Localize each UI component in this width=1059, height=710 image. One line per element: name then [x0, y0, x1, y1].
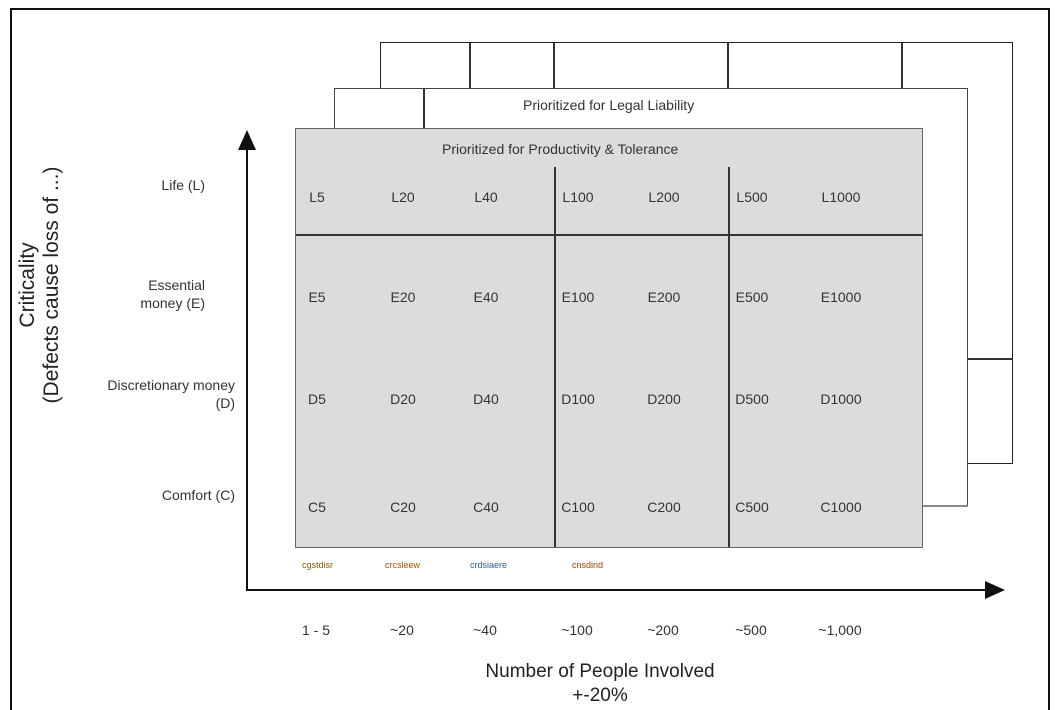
cell-c500: C500: [735, 499, 769, 515]
cell-l5: L5: [309, 189, 325, 205]
cell-d40: D40: [473, 391, 499, 407]
x-axis-title-line2: +-20%: [572, 685, 628, 706]
cell-e200: E200: [647, 289, 681, 305]
x-axis: [246, 589, 988, 591]
cell-l20: L20: [391, 189, 415, 205]
x-axis-arrow: [985, 581, 1005, 599]
cell-c1000: C1000: [820, 499, 862, 515]
tag-label: cnsdind: [572, 560, 604, 570]
cell-e100: E100: [561, 289, 595, 305]
x-axis-title: Number of People Involved +-20%: [450, 660, 750, 708]
cell-e500: E500: [735, 289, 769, 305]
column-divider: [728, 167, 730, 547]
cell-c100: C100: [561, 499, 595, 515]
x-tick-label: ~1,000: [818, 622, 862, 638]
y-axis-title-line2: (Defects cause loss of ...): [40, 166, 63, 404]
cell-d200: D200: [647, 391, 681, 407]
row-label-comfort: Comfort (C): [161, 487, 235, 503]
cell-e5: E5: [308, 289, 326, 305]
x-tick-label: ~200: [647, 622, 679, 638]
tag-label: crdsiaere: [470, 560, 508, 570]
productivity-layer: Prioritized for Productivity & Tolerance…: [295, 128, 923, 548]
x-tick-label: 1 - 5: [301, 622, 330, 638]
y-axis-arrow: [238, 130, 256, 150]
back-divider: [727, 43, 729, 88]
x-axis-title-line1: Number of People Involved: [485, 661, 715, 682]
x-tick-label: ~40: [473, 622, 497, 638]
connector-line: [968, 358, 1013, 360]
row-label-essential: Essential money (E): [140, 277, 205, 311]
back-divider: [553, 43, 555, 88]
cell-l40: L40: [474, 189, 498, 205]
cell-e1000: E1000: [820, 289, 862, 305]
x-tick-label: ~500: [735, 622, 767, 638]
y-axis: [246, 145, 248, 591]
x-tick-label: ~100: [561, 622, 593, 638]
cell-c200: C200: [647, 499, 681, 515]
back-divider: [901, 43, 903, 88]
mid-divider: [423, 89, 425, 129]
cell-l100: L100: [562, 189, 594, 205]
cell-l500: L500: [736, 189, 768, 205]
x-tick-label: ~20: [390, 622, 414, 638]
cell-d100: D100: [561, 391, 595, 407]
tag-label: crcsleew: [385, 560, 421, 570]
row-label-life: Life (L): [161, 177, 205, 193]
cell-c20: C20: [390, 499, 416, 515]
column-divider: [554, 167, 556, 547]
cell-d20: D20: [390, 391, 416, 407]
cell-e40: E40: [473, 289, 499, 305]
legal-liability-title: Prioritized for Legal Liability: [523, 97, 695, 113]
cell-l200: L200: [648, 189, 680, 205]
cell-e20: E20: [390, 289, 416, 305]
cell-c40: C40: [473, 499, 499, 515]
cell-d5: D5: [308, 391, 326, 407]
row-divider: [296, 234, 922, 236]
cell-d500: D500: [735, 391, 769, 407]
cell-d1000: D1000: [820, 391, 862, 407]
cell-c5: C5: [308, 499, 326, 515]
row-label-discretionary: Discretionary money (D): [107, 377, 235, 411]
cell-l1000: L1000: [821, 189, 861, 205]
connector-line: [923, 505, 968, 507]
productivity-title: Prioritized for Productivity & Tolerance: [442, 141, 679, 157]
diagram-frame: [10, 8, 1050, 710]
tag-label: cgstdisr: [302, 560, 334, 570]
y-axis-title-line1: Criticality: [16, 242, 39, 328]
back-divider: [469, 43, 471, 88]
